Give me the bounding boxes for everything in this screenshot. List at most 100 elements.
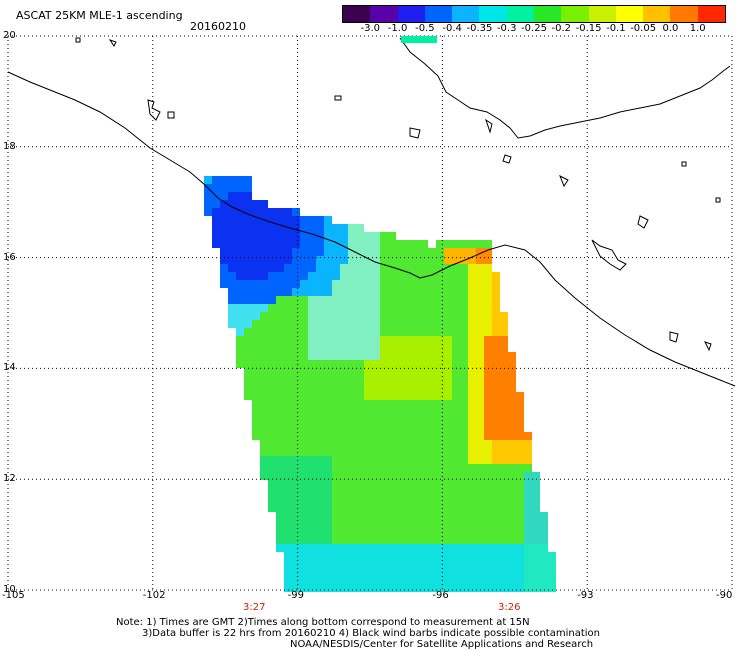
swath-cell [324, 248, 332, 256]
swath-cell [516, 456, 524, 464]
swath-cell [316, 320, 324, 328]
swath-cell [460, 496, 468, 504]
swath-cell [316, 416, 324, 424]
swath-cell [308, 576, 316, 584]
swath-cell [460, 336, 468, 344]
swath-cell [284, 264, 292, 272]
swath-cell [476, 376, 484, 384]
swath-cell [348, 536, 356, 544]
swath-cell [332, 272, 340, 280]
swath-cell [252, 312, 260, 320]
swath-cell [396, 432, 404, 440]
swath-cell [340, 496, 348, 504]
swath-cell [468, 280, 476, 288]
swath-cell [476, 400, 484, 408]
swath-cell [340, 536, 348, 544]
swath-cell [388, 528, 396, 536]
swath-cell [356, 456, 364, 464]
swath-cell [356, 528, 364, 536]
swath-cell [244, 344, 252, 352]
swath-cell [508, 440, 516, 448]
swath-cell [388, 256, 396, 264]
swath-cell [364, 544, 372, 552]
swath-cell [276, 456, 284, 464]
swath-cell [436, 256, 444, 264]
swath-cell [220, 176, 228, 184]
swath-cell [332, 536, 340, 544]
swath-cell [380, 504, 388, 512]
swath-cell [324, 336, 332, 344]
swath-cell [412, 360, 420, 368]
swath-cell [316, 480, 324, 488]
swath-cell [500, 544, 508, 552]
swath-cell [324, 368, 332, 376]
swath-cell [412, 280, 420, 288]
swath-cell [412, 344, 420, 352]
swath-cell [372, 248, 380, 256]
swath-cell [364, 360, 372, 368]
swath-cell [484, 432, 492, 440]
swath-cell [268, 376, 276, 384]
swath-cell [420, 248, 428, 256]
swath-cell [412, 376, 420, 384]
swath-cell [268, 400, 276, 408]
swath-cell [524, 480, 532, 488]
swath-cell [356, 464, 364, 472]
swath-cell [380, 280, 388, 288]
swath-cell [404, 352, 412, 360]
swath-cell [348, 432, 356, 440]
swath-cell [516, 488, 524, 496]
swath-cell [492, 352, 500, 360]
swath-cell [332, 384, 340, 392]
swath-cell [372, 416, 380, 424]
swath-cell [412, 440, 420, 448]
swath-cell [276, 440, 284, 448]
swath-cell [388, 344, 396, 352]
swath-cell [468, 376, 476, 384]
swath-cell [524, 528, 532, 536]
swath-cell [348, 288, 356, 296]
swath-cell [420, 584, 428, 592]
swath-cell [388, 424, 396, 432]
swath-cell [452, 408, 460, 416]
swath-cell [244, 376, 252, 384]
swath-cell [308, 408, 316, 416]
swath-cell [300, 304, 308, 312]
swath-cell [420, 464, 428, 472]
swath-cell [204, 192, 212, 200]
swath-cell [460, 472, 468, 480]
swath-cell [492, 536, 500, 544]
swath-cell [476, 576, 484, 584]
swath-cell [244, 320, 252, 328]
swath-cell [380, 376, 388, 384]
swath-cell [396, 456, 404, 464]
swath-cell [260, 408, 268, 416]
swath-cell [436, 400, 444, 408]
swath-cell [452, 304, 460, 312]
swath-cell [308, 496, 316, 504]
swath-cell [228, 232, 236, 240]
swath-cell [428, 464, 436, 472]
swath-cell [412, 416, 420, 424]
swath-cell [436, 240, 444, 248]
swath-cell [532, 576, 540, 584]
swath-cell [340, 576, 348, 584]
swath-cell [308, 512, 316, 520]
swath-cell [276, 376, 284, 384]
swath-cell [340, 560, 348, 568]
swath-cell [316, 376, 324, 384]
swath-cell [348, 400, 356, 408]
swath-cell [404, 368, 412, 376]
swath-cell [348, 376, 356, 384]
swath-cell [300, 584, 308, 592]
swath-cell [276, 464, 284, 472]
swath-cell [500, 320, 508, 328]
swath-cell [404, 464, 412, 472]
swath-cell [428, 408, 436, 416]
swath-cell [364, 584, 372, 592]
swath-cell [404, 296, 412, 304]
swath-cell [324, 440, 332, 448]
swath-cell [356, 360, 364, 368]
swath-cell [292, 560, 300, 568]
swath-cell [396, 568, 404, 576]
